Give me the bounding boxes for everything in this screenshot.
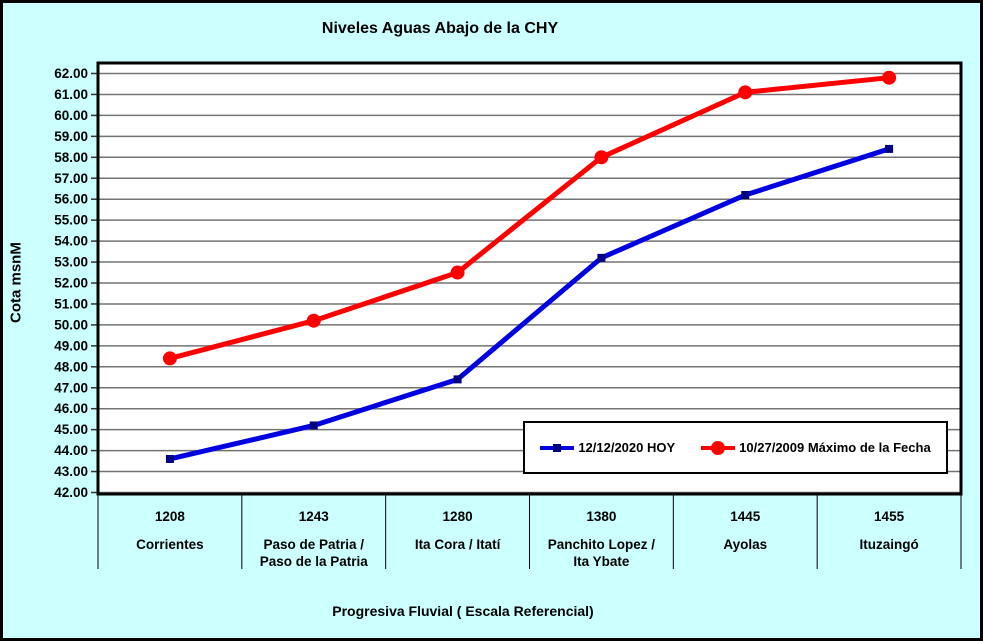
x-tick-name-label: Ita Ybate [573,554,630,569]
x-tick-name-label: Ita Cora / Itatí [415,537,502,552]
x-tick-km-label: 1445 [730,509,761,524]
data-point-circle [306,313,321,328]
data-point-square [453,375,462,384]
chart-title: Niveles Aguas Abajo de la CHY [321,20,559,37]
x-tick-km-label: 1455 [874,509,905,524]
series-line-0 [167,146,892,462]
x-tick-name-label: Corrientes [136,537,204,552]
y-tick-label: 48.00 [54,359,88,374]
y-tick-label: 58.00 [54,150,88,165]
y-tick-label: 47.00 [54,380,88,395]
y-tick-label: 46.00 [54,401,88,416]
y-tick-label: 57.00 [54,171,88,186]
x-tick-name-label: Ayolas [723,537,767,552]
data-point-circle [594,150,609,165]
data-point-square [309,421,318,430]
data-point-square [597,253,606,262]
x-tick-name-label: Paso de Patria / [263,537,364,552]
y-tick-label: 45.00 [54,422,88,437]
data-point-circle [738,85,753,100]
x-tick-km-label: 1208 [155,509,186,524]
y-tick-label: 51.00 [54,296,88,311]
data-point-square [885,144,894,153]
data-point-circle [882,70,897,85]
y-tick-label: 53.00 [54,255,88,270]
x-axis-title: Progresiva Fluvial ( Escala Referencial) [332,603,594,619]
series-line-1 [167,75,892,361]
x-tick-name-label: Panchito Lopez / [548,537,656,552]
x-tick-name-label: Paso de la Patria [260,554,369,569]
data-point-circle [162,351,177,366]
x-tick-km-label: 1280 [443,509,473,524]
legend-item-hoy: 12/12/2020 HOY [540,440,675,455]
y-tick-label: 56.00 [54,192,88,207]
data-point-circle [450,265,465,280]
legend-square-marker-icon [553,443,562,452]
y-tick-label: 50.00 [54,317,88,332]
legend-circle-marker-icon [711,440,726,455]
y-tick-label: 60.00 [54,108,88,123]
x-tick-name-label: Ituzaingó [859,537,918,552]
plot-area-svg: 42.00 43.00 44.00 45.00 46.00 47.00 48.00 49.00… [54,61,963,569]
y-tick-label: 61.00 [54,87,88,102]
x-tick-km-label: 1380 [586,509,616,524]
legend: 12/12/2020 HOY 10/27/2009 Máximo de la F… [523,421,948,474]
legend-label-hoy: 12/12/2020 HOY [578,440,676,455]
y-tick-label: 52.00 [54,276,88,291]
legend-label-maximo: 10/27/2009 Máximo de la Fecha [739,440,931,455]
y-tick-label: 43.00 [54,464,88,479]
y-tick-label: 54.00 [54,234,88,249]
y-tick-label: 62.00 [54,66,88,81]
y-tick-label: 59.00 [54,129,88,144]
y-tick-label: 55.00 [54,213,88,228]
plot-border [96,61,963,496]
y-tick-label: 44.00 [54,443,88,458]
legend-sample-red [701,440,736,455]
x-tick-km-label: 1243 [299,509,330,524]
legend-item-maximo: 10/27/2009 Máximo de la Fecha [701,440,931,455]
y-tick-label: 49.00 [54,338,88,353]
data-point-square [741,191,750,200]
y-tick-label: 42.00 [54,485,88,500]
data-point-square [165,454,174,463]
legend-sample-blue [540,441,575,455]
